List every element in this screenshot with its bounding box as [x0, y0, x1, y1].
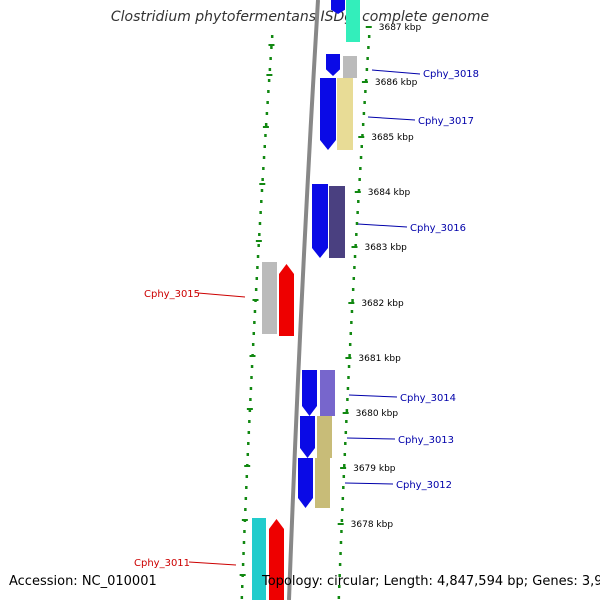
- cds-block: [252, 518, 266, 600]
- gene-callout-line: [348, 394, 398, 398]
- map-title: Clostridium phytofermentans ISDg, comple…: [110, 9, 490, 25]
- gene-label: Cphy_3017: [418, 116, 474, 127]
- cds-block: [262, 262, 277, 334]
- gene-label: Cphy_3012: [396, 480, 452, 491]
- scale-tick-label: 3683 kbp: [364, 243, 407, 253]
- cds-block: [320, 370, 335, 416]
- scale-tick-label: 3684 kbp: [368, 188, 411, 198]
- gene-callout-line: [346, 437, 396, 440]
- scale-tick-label: 3680 kbp: [356, 409, 399, 419]
- gene-callout-line: [344, 482, 394, 485]
- scale-tick-label: 3682 kbp: [361, 299, 404, 309]
- cds-arrow: [300, 416, 315, 458]
- genome-backbone: [287, 0, 320, 600]
- accession-label: Accession: NC_010001: [9, 574, 157, 589]
- cds-arrow: [269, 519, 284, 600]
- cds-block: [329, 186, 345, 258]
- gene-label: Cphy_3015: [144, 289, 200, 300]
- gene-callout-line: [371, 69, 421, 75]
- gene-callout-line: [188, 561, 237, 566]
- scale-tick-label: 3681 kbp: [358, 354, 401, 364]
- gene-label: Cphy_3011: [134, 558, 190, 569]
- scale-tick-label: 3679 kbp: [353, 464, 396, 474]
- cds-arrow: [331, 0, 345, 14]
- scale-tick-label: 3678 kbp: [351, 520, 394, 530]
- gene-callout-line: [357, 223, 408, 228]
- cds-arrow: [279, 264, 294, 336]
- cds-block: [343, 56, 357, 78]
- cds-block: [317, 416, 332, 458]
- cds-arrow: [320, 78, 336, 150]
- scale-tick-label: 3685 kbp: [371, 133, 414, 143]
- cds-arrow: [312, 184, 328, 258]
- gene-label: Cphy_3013: [398, 435, 454, 446]
- scale-tick-label: 3686 kbp: [375, 78, 418, 88]
- gene-label: Cphy_3018: [423, 69, 479, 80]
- gene-callout-line: [197, 292, 246, 298]
- cds-block: [315, 458, 330, 508]
- cds-arrow: [326, 54, 340, 76]
- gene-label: Cphy_3016: [410, 223, 466, 234]
- topology-label: Topology: circular; Length: 4,847,594 bp…: [262, 574, 600, 589]
- scale-tick-label: 3687 kbp: [379, 23, 422, 33]
- cds-block: [346, 0, 360, 42]
- cds-arrow: [298, 458, 313, 508]
- gene-callout-line: [367, 116, 416, 121]
- cds-block: [337, 78, 353, 150]
- cds-arrow: [302, 370, 317, 416]
- gene-label: Cphy_3014: [400, 393, 456, 404]
